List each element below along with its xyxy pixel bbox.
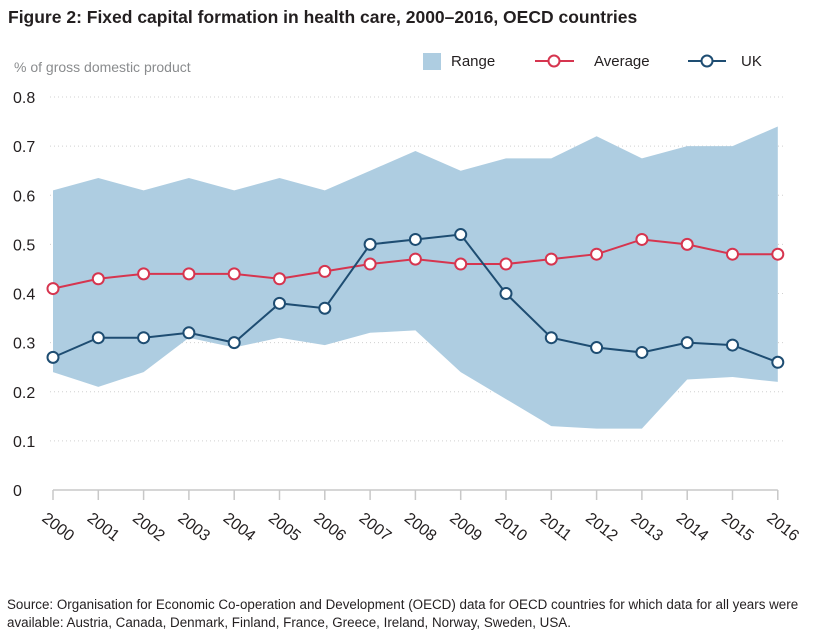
data-point-uk: [46, 350, 60, 364]
data-point-uk: [227, 336, 241, 350]
y-tick-label: 0.3: [13, 336, 35, 353]
legend: Range Average UK: [423, 53, 762, 70]
legend-label-average: Average: [594, 53, 650, 70]
data-point-average: [137, 267, 151, 281]
x-tick-label: 2003: [174, 510, 213, 545]
chart-title: Figure 2: Fixed capital formation in hea…: [8, 7, 638, 27]
data-point-average: [408, 252, 422, 266]
data-point-uk: [499, 287, 513, 300]
data-point-average: [726, 247, 739, 261]
data-point-average: [363, 257, 377, 271]
y-tick-label: 0.8: [13, 90, 35, 107]
y-tick-label: 0.5: [13, 237, 35, 254]
y-tick-label: 0.2: [13, 385, 35, 402]
x-tick-label: 2007: [356, 510, 395, 545]
data-point-uk: [590, 341, 604, 355]
x-tick-label: 2000: [39, 510, 78, 545]
legend-swatch-range: [423, 53, 441, 70]
chart: 00.10.20.30.40.50.60.70.8 2000 2001 2002 20…: [13, 53, 802, 545]
x-tick-label: 2009: [446, 510, 485, 545]
data-point-uk: [273, 296, 286, 310]
data-point-average: [318, 264, 332, 278]
data-point-average: [499, 257, 513, 271]
data-point-uk: [182, 326, 196, 340]
x-tick-label: 2002: [129, 510, 168, 545]
y-axis-label: % of gross domestic product: [14, 59, 191, 75]
data-point-uk: [680, 336, 694, 350]
data-point-uk: [544, 331, 558, 345]
data-point-average: [590, 247, 604, 261]
data-point-average: [635, 232, 649, 246]
x-tick-label: 2010: [492, 510, 531, 545]
x-axis: 2000 2001 2002 2003 2004 2005 2006 2007 2008 2009…: [39, 489, 802, 545]
x-tick-label: 2006: [310, 510, 349, 545]
x-tick-label: 2004: [220, 510, 259, 545]
data-point-uk: [454, 228, 468, 242]
x-tick-label: 2001: [84, 510, 123, 545]
x-tick-label: 2011: [537, 510, 575, 545]
data-point-uk: [635, 345, 649, 359]
data-point-average: [454, 257, 468, 271]
data-point-average: [46, 282, 60, 296]
x-tick-label: 2013: [627, 510, 666, 545]
data-point-average: [91, 272, 105, 286]
data-point-uk: [137, 331, 151, 345]
y-tick-labels: 0 0.1 0.2 0.3 0.4 0.5 0.6 0.7 0.8: [13, 90, 35, 500]
data-point-average: [544, 252, 558, 266]
y-tick-label: 0.7: [13, 139, 35, 156]
source-note: Source: Organisation for Economic Co-ope…: [7, 597, 799, 630]
y-tick-label: 0: [13, 483, 22, 500]
data-point-average: [227, 267, 241, 281]
y-tick-label: 0.6: [13, 188, 35, 205]
legend-marker-average: [547, 54, 561, 68]
x-tick-label: 2005: [265, 510, 304, 545]
y-tick-label: 0.1: [13, 434, 35, 451]
data-point-uk: [318, 301, 332, 315]
data-point-uk: [363, 237, 377, 251]
data-point-uk: [771, 355, 785, 369]
data-point-average: [771, 247, 785, 261]
data-point-average: [182, 267, 196, 281]
data-point-average: [680, 237, 694, 251]
x-tick-label: 2016: [763, 510, 802, 545]
x-tick-label: 2012: [582, 510, 621, 545]
y-tick-label: 0.4: [13, 287, 35, 304]
legend-marker-uk: [700, 54, 714, 68]
data-point-uk: [726, 338, 739, 352]
range-area: [53, 126, 778, 429]
data-point-uk: [408, 232, 422, 246]
data-point-uk: [91, 331, 105, 345]
data-point-average: [273, 272, 286, 286]
legend-label-range: Range: [451, 53, 495, 70]
x-tick-label: 2014: [673, 510, 712, 545]
series-layer: [46, 228, 785, 369]
legend-label-uk: UK: [741, 53, 762, 70]
x-tick-label: 2015: [718, 510, 757, 545]
x-tick-label: 2008: [401, 510, 440, 545]
